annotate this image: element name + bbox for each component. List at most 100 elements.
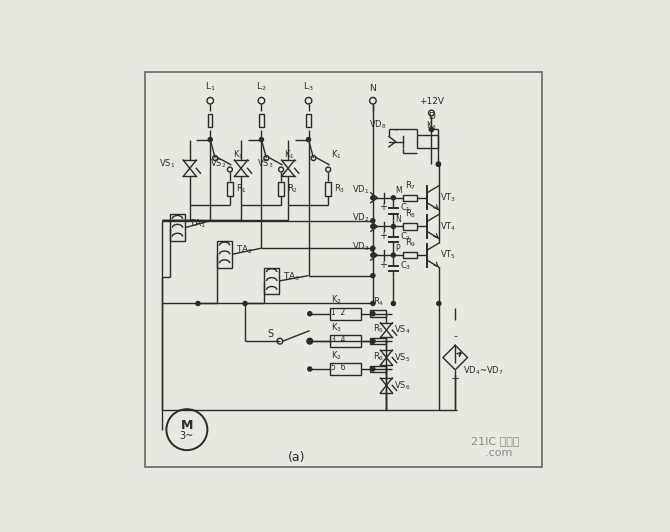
Text: 5  6: 5 6 xyxy=(332,363,346,372)
Text: K$_1$: K$_1$ xyxy=(331,148,342,161)
Circle shape xyxy=(371,273,375,278)
Bar xyxy=(170,214,185,241)
Circle shape xyxy=(391,196,395,200)
Bar xyxy=(403,223,417,230)
Text: VD$_4$~VD$_7$: VD$_4$~VD$_7$ xyxy=(464,365,505,377)
Circle shape xyxy=(429,127,433,131)
Text: R$_6$: R$_6$ xyxy=(373,351,384,363)
Text: N: N xyxy=(369,85,377,93)
Circle shape xyxy=(371,339,375,343)
Text: VS$_2$: VS$_2$ xyxy=(210,158,226,170)
Text: K$_1$: K$_1$ xyxy=(284,148,295,161)
Text: R$_2$: R$_2$ xyxy=(287,182,298,195)
Text: R$_9$: R$_9$ xyxy=(405,237,416,249)
Text: M: M xyxy=(395,186,402,195)
Text: VS$_3$: VS$_3$ xyxy=(257,158,274,170)
Text: R$_4$: R$_4$ xyxy=(373,295,384,307)
Text: VD$_3$: VD$_3$ xyxy=(352,240,370,253)
Text: +: + xyxy=(450,374,460,384)
Circle shape xyxy=(391,253,395,257)
Bar xyxy=(330,307,360,320)
Text: L$_3$: L$_3$ xyxy=(304,81,314,93)
Bar xyxy=(208,114,212,127)
Bar xyxy=(264,268,279,294)
Text: S: S xyxy=(267,329,274,339)
Text: K$_3$: K$_3$ xyxy=(425,120,437,132)
Text: +12V: +12V xyxy=(419,97,444,106)
Bar xyxy=(403,195,417,201)
Text: VS$_1$: VS$_1$ xyxy=(159,158,176,170)
Circle shape xyxy=(429,127,433,131)
Text: VD$_2$: VD$_2$ xyxy=(352,212,370,225)
Text: +: + xyxy=(379,231,387,241)
Bar xyxy=(330,335,360,347)
Text: R$_3$: R$_3$ xyxy=(334,182,345,195)
Circle shape xyxy=(306,138,311,142)
Bar xyxy=(227,182,232,196)
Text: C$_3$: C$_3$ xyxy=(400,259,411,272)
Text: +: + xyxy=(379,202,387,212)
Text: C$_2$: C$_2$ xyxy=(400,230,411,243)
Bar xyxy=(371,338,386,344)
Bar xyxy=(371,311,386,317)
Text: VD$_1$: VD$_1$ xyxy=(352,183,370,196)
Text: VS$_5$: VS$_5$ xyxy=(395,351,411,364)
Text: N: N xyxy=(395,215,401,224)
Text: VT$_4$: VT$_4$ xyxy=(440,220,456,232)
Circle shape xyxy=(371,253,375,257)
Text: -: - xyxy=(453,331,457,341)
Circle shape xyxy=(391,225,395,229)
Text: 3~: 3~ xyxy=(180,431,194,441)
Circle shape xyxy=(308,339,312,343)
Bar xyxy=(217,241,232,268)
Text: TA$_2$: TA$_2$ xyxy=(236,244,253,256)
Circle shape xyxy=(371,225,375,229)
Text: R$_1$: R$_1$ xyxy=(236,182,247,195)
Text: VD$_8$: VD$_8$ xyxy=(369,119,387,131)
Text: TA$_1$: TA$_1$ xyxy=(189,218,206,230)
Text: C$_1$: C$_1$ xyxy=(400,202,411,214)
Text: M: M xyxy=(181,419,193,432)
Bar xyxy=(306,114,311,127)
Circle shape xyxy=(371,302,375,305)
Text: 21IC 电子网
  .com: 21IC 电子网 .com xyxy=(471,436,519,458)
Text: VS$_4$: VS$_4$ xyxy=(395,324,411,336)
Circle shape xyxy=(371,219,375,223)
Text: K$_2$: K$_2$ xyxy=(332,294,342,306)
Text: 3  4: 3 4 xyxy=(332,336,346,344)
Bar xyxy=(259,114,264,127)
Text: R$_5$: R$_5$ xyxy=(373,322,384,335)
Text: VT$_5$: VT$_5$ xyxy=(440,249,456,261)
Bar xyxy=(371,365,386,372)
Circle shape xyxy=(308,339,312,343)
Circle shape xyxy=(308,367,312,371)
Text: R$_8$: R$_8$ xyxy=(405,208,416,220)
Text: D: D xyxy=(428,112,435,121)
Text: TA$_3$: TA$_3$ xyxy=(283,271,300,283)
Text: VT$_3$: VT$_3$ xyxy=(440,192,456,204)
Circle shape xyxy=(371,312,375,316)
Circle shape xyxy=(371,339,375,343)
Text: K$_2$: K$_2$ xyxy=(332,349,342,362)
Bar xyxy=(326,182,331,196)
Circle shape xyxy=(437,302,441,305)
Text: +: + xyxy=(379,260,387,270)
Text: L$_1$: L$_1$ xyxy=(205,81,216,93)
Text: K$_1$: K$_1$ xyxy=(232,148,243,161)
Circle shape xyxy=(436,162,440,166)
Circle shape xyxy=(208,138,212,142)
Text: P: P xyxy=(395,244,400,253)
Circle shape xyxy=(371,196,375,200)
Text: L$_2$: L$_2$ xyxy=(256,81,267,93)
Circle shape xyxy=(371,367,375,371)
Circle shape xyxy=(436,162,440,166)
Text: (a): (a) xyxy=(287,452,305,464)
Text: R$_7$: R$_7$ xyxy=(405,179,415,192)
Circle shape xyxy=(391,302,395,305)
Bar xyxy=(330,363,360,375)
Circle shape xyxy=(371,246,375,250)
Text: 1  2: 1 2 xyxy=(332,308,346,317)
Circle shape xyxy=(243,302,247,305)
Text: K$_3$: K$_3$ xyxy=(332,321,342,334)
Bar xyxy=(403,252,417,259)
